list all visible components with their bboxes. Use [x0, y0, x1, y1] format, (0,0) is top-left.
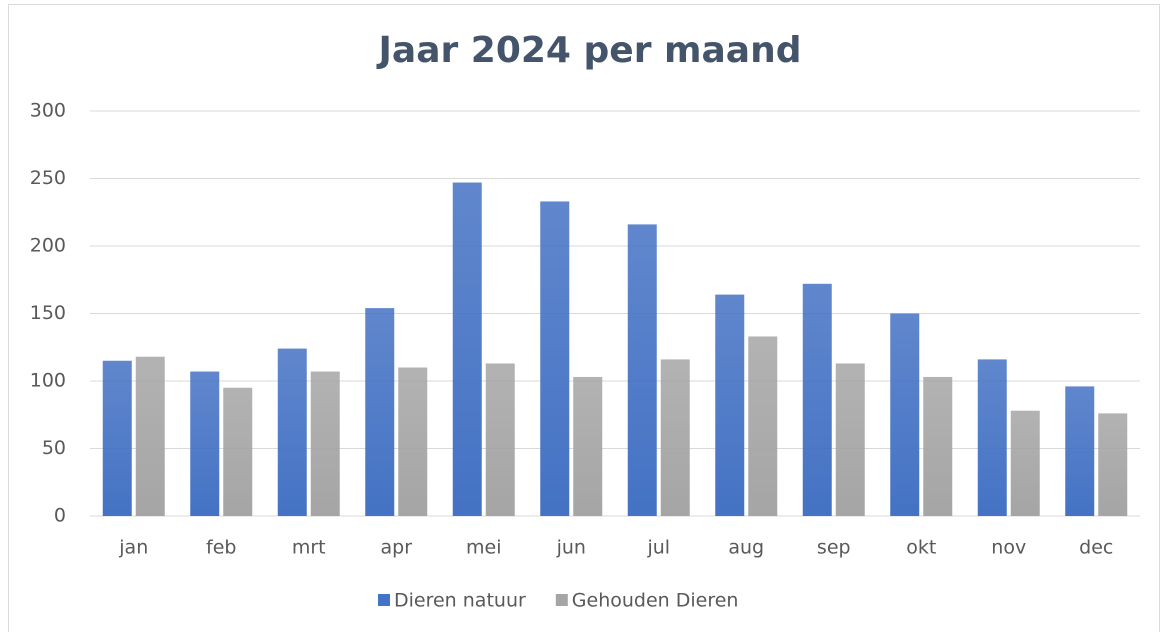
bar — [452, 182, 482, 517]
bar — [977, 359, 1007, 516]
legend-label: Gehouden Dieren — [572, 590, 739, 612]
bar — [310, 371, 340, 516]
bar — [398, 367, 428, 516]
y-tick-label: 150 — [30, 302, 66, 324]
bar — [715, 294, 745, 516]
x-tick-label: nov — [991, 537, 1026, 559]
x-tick-label: jul — [646, 537, 670, 559]
legend-swatch — [555, 594, 568, 606]
chart-title: Jaar 2024 per maand — [376, 30, 802, 71]
x-tick-label: apr — [380, 537, 412, 559]
bar — [277, 348, 307, 516]
y-tick-label: 250 — [30, 167, 66, 189]
bar — [1065, 386, 1095, 516]
legend-label: Dieren natuur — [394, 590, 526, 612]
bar — [835, 363, 865, 516]
x-tick-label: jun — [556, 537, 586, 559]
bar — [135, 356, 165, 516]
x-tick-label: aug — [728, 537, 764, 559]
x-tick-label: feb — [206, 537, 236, 559]
bar — [748, 336, 778, 516]
bar — [1098, 413, 1128, 516]
bar — [102, 360, 132, 516]
bar — [890, 313, 920, 516]
x-tick-label: jan — [118, 537, 148, 559]
x-tick-label: sep — [817, 537, 851, 559]
bar — [540, 201, 570, 516]
y-tick-label: 300 — [30, 100, 66, 122]
bar — [573, 376, 603, 516]
bar — [627, 224, 657, 516]
bar — [660, 359, 690, 516]
x-tick-label: dec — [1079, 537, 1113, 559]
bar — [223, 387, 253, 516]
y-tick-label: 100 — [30, 370, 66, 392]
y-tick-label: 0 — [54, 505, 66, 527]
bar — [485, 363, 515, 516]
x-tick-label: mei — [466, 537, 501, 559]
bar — [802, 283, 832, 516]
x-tick-label: okt — [906, 537, 936, 559]
y-tick-label: 200 — [30, 235, 66, 257]
y-tick-label: 50 — [42, 437, 66, 459]
bar — [190, 371, 220, 516]
bar — [1010, 410, 1040, 516]
bar — [365, 308, 395, 516]
chart-frame — [8, 4, 1160, 632]
legend-swatch — [378, 594, 390, 606]
bar — [923, 376, 953, 516]
x-tick-label: mrt — [292, 537, 326, 559]
